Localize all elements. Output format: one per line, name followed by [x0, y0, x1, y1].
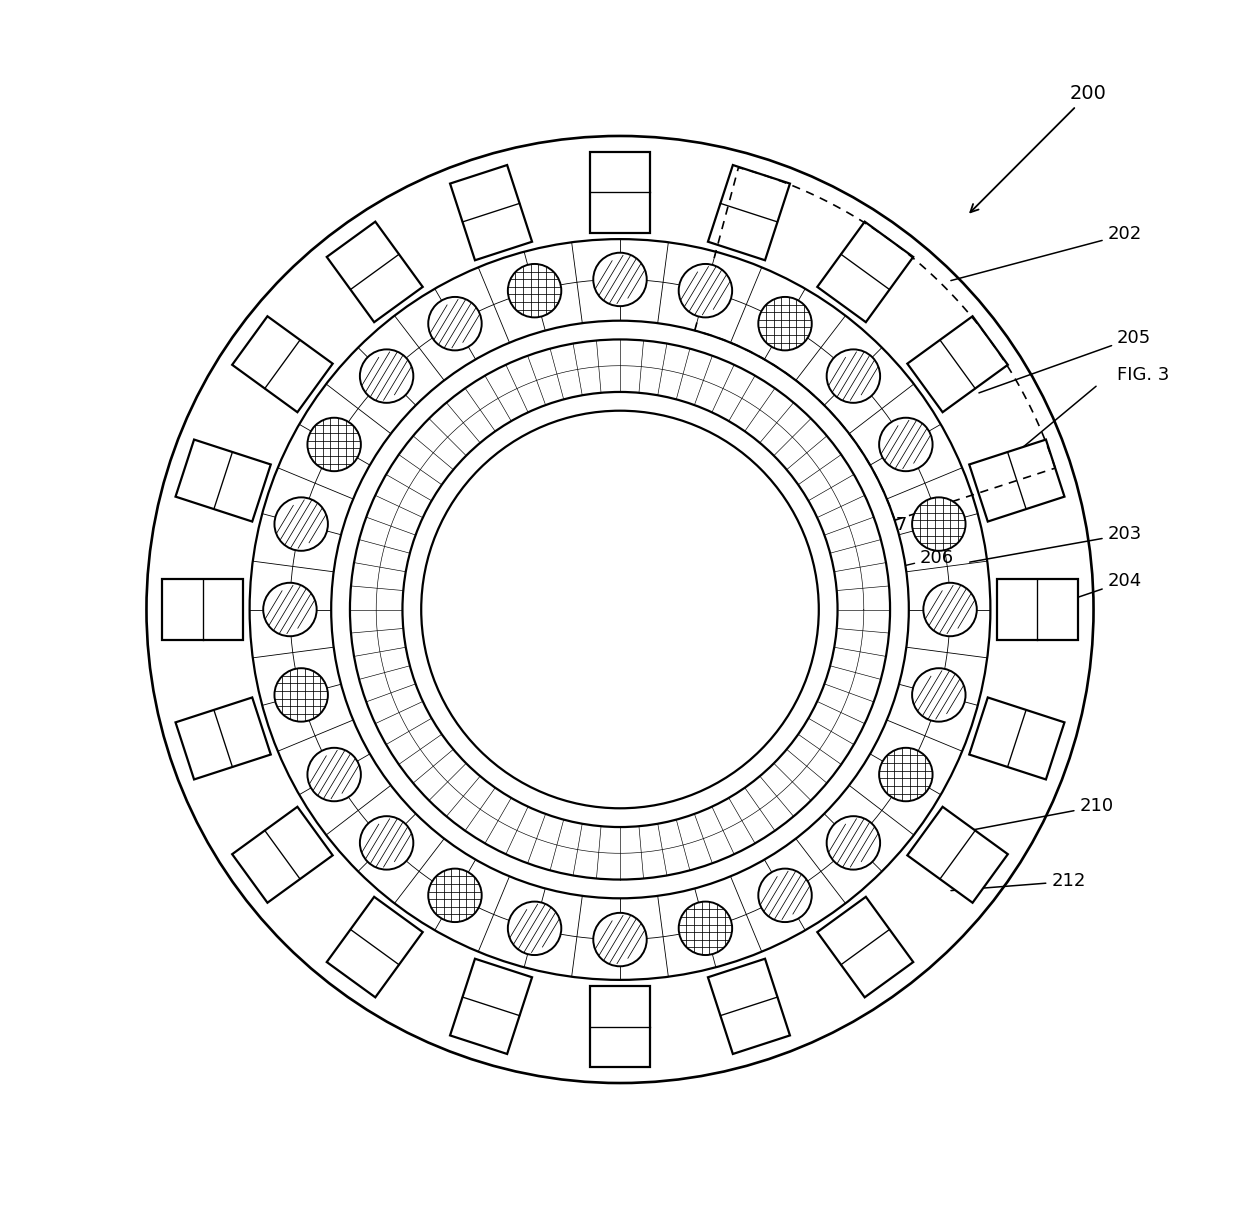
Text: 207: 207 — [846, 516, 908, 566]
Circle shape — [759, 297, 812, 350]
Polygon shape — [997, 579, 1078, 640]
Polygon shape — [327, 897, 423, 997]
Circle shape — [308, 418, 361, 472]
Circle shape — [263, 583, 316, 636]
Circle shape — [759, 869, 812, 922]
Circle shape — [879, 747, 932, 801]
Polygon shape — [970, 697, 1064, 779]
Circle shape — [428, 297, 481, 350]
Text: 208: 208 — [735, 516, 889, 562]
Text: 200: 200 — [971, 84, 1107, 212]
Circle shape — [508, 902, 562, 954]
Polygon shape — [908, 316, 1008, 412]
Text: 210: 210 — [951, 797, 1114, 834]
Polygon shape — [232, 807, 332, 903]
Circle shape — [360, 817, 413, 869]
Circle shape — [360, 350, 413, 402]
Polygon shape — [817, 222, 913, 322]
Polygon shape — [708, 958, 790, 1054]
Circle shape — [249, 239, 991, 980]
Circle shape — [827, 350, 880, 402]
Text: 204: 204 — [1044, 573, 1142, 608]
Circle shape — [508, 265, 562, 317]
Circle shape — [308, 747, 361, 801]
Polygon shape — [590, 152, 650, 233]
Circle shape — [879, 418, 932, 472]
Circle shape — [422, 411, 818, 808]
Circle shape — [428, 869, 481, 922]
Circle shape — [913, 497, 966, 551]
Circle shape — [403, 393, 837, 826]
Polygon shape — [162, 579, 243, 640]
Circle shape — [274, 497, 327, 551]
Circle shape — [350, 339, 890, 880]
Polygon shape — [970, 440, 1064, 522]
Polygon shape — [450, 165, 532, 261]
Circle shape — [331, 321, 909, 898]
Polygon shape — [450, 958, 532, 1054]
Polygon shape — [708, 165, 790, 261]
Text: 206: 206 — [821, 549, 955, 585]
Polygon shape — [908, 807, 1008, 903]
Circle shape — [678, 902, 732, 954]
Circle shape — [827, 817, 880, 869]
Text: 205: 205 — [978, 329, 1151, 393]
Polygon shape — [176, 440, 270, 522]
Circle shape — [593, 252, 647, 306]
Text: 202: 202 — [951, 226, 1142, 280]
Circle shape — [274, 668, 327, 722]
Text: 203: 203 — [970, 525, 1142, 562]
Circle shape — [678, 265, 732, 317]
Polygon shape — [817, 897, 913, 997]
Text: FIG. 3: FIG. 3 — [1117, 366, 1169, 384]
Polygon shape — [176, 697, 270, 779]
Circle shape — [924, 583, 977, 636]
Text: 212: 212 — [951, 873, 1086, 891]
Circle shape — [913, 668, 966, 722]
Polygon shape — [327, 222, 423, 322]
Circle shape — [593, 913, 647, 967]
Polygon shape — [590, 986, 650, 1067]
Polygon shape — [232, 316, 332, 412]
